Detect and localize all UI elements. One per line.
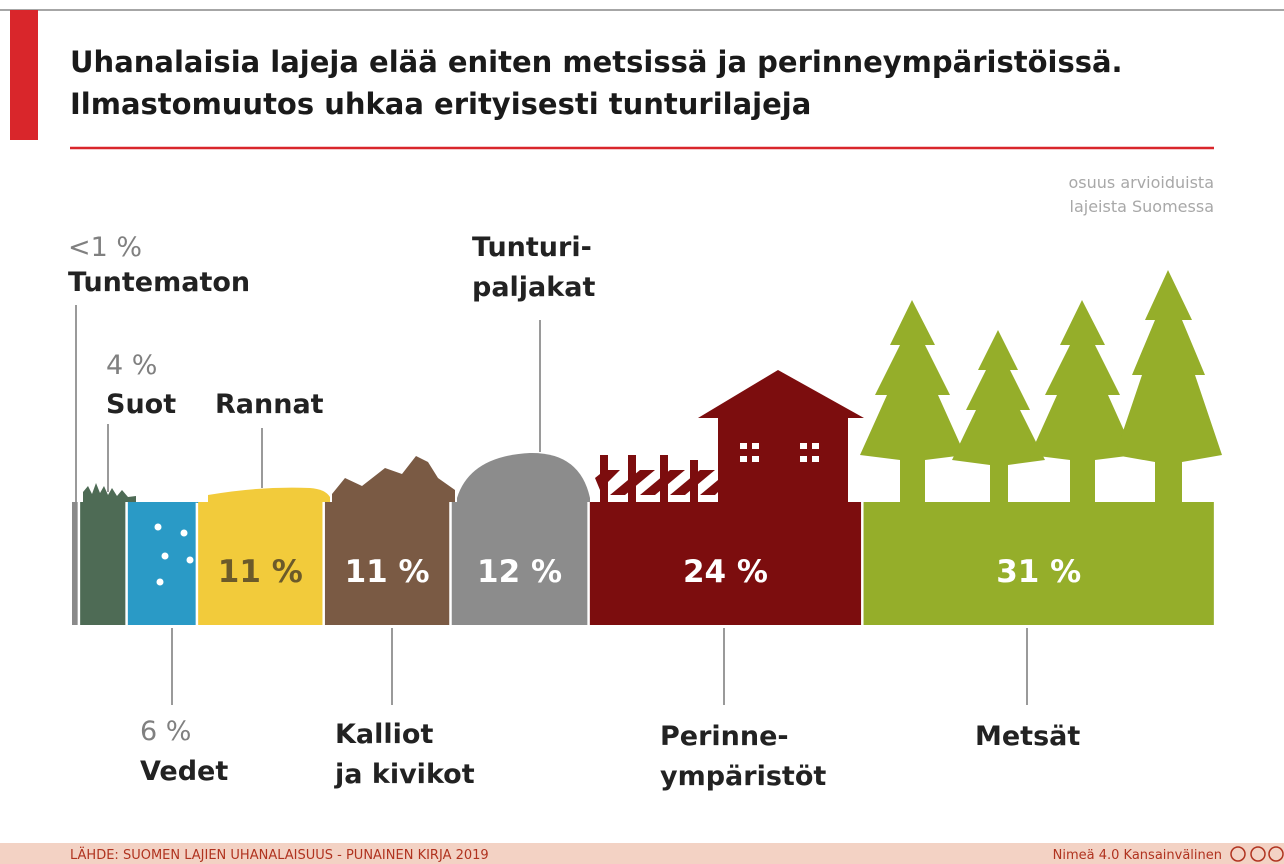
bar <box>451 502 588 625</box>
bar <box>198 502 323 625</box>
category-label: Suot <box>106 389 176 420</box>
value-label: 11 % <box>218 554 303 590</box>
value-label: 24 % <box>683 554 768 590</box>
bar <box>324 502 450 625</box>
value-label: 12 % <box>477 554 562 590</box>
water-dot <box>180 529 188 537</box>
value-label: <1 % <box>68 232 142 263</box>
value-label: 4 % <box>106 350 157 381</box>
note: osuus arvioiduista lajeista Suomessa <box>1068 173 1214 216</box>
water-dot <box>154 523 162 531</box>
bar <box>80 502 126 625</box>
license-icons <box>1230 846 1284 862</box>
category-label: Perinne-ympäristöt <box>660 721 826 792</box>
category-label: Rannat <box>215 389 324 420</box>
category-label: Kalliot ja kivikot <box>334 719 475 790</box>
value-label: 11 % <box>345 554 430 590</box>
bar <box>127 502 196 625</box>
footer-band <box>0 843 1284 864</box>
chart-title: Uhanalaisia lajeja elää eniten metsissä … <box>70 45 1123 121</box>
decorations <box>83 270 1222 508</box>
category-label: Tuntematon <box>68 267 250 298</box>
water-dot <box>156 578 164 586</box>
water-dot <box>161 552 169 560</box>
water-dot <box>186 556 194 564</box>
license: Nimeä 4.0 Kansainvälinen <box>1053 848 1222 863</box>
bar <box>72 502 78 625</box>
category-label: Tunturi-paljakat <box>472 232 595 303</box>
title-accent <box>10 10 38 140</box>
category-label: Metsät <box>975 721 1080 752</box>
bar <box>589 502 862 625</box>
category-label: Vedet <box>140 756 228 787</box>
value-label: 6 % <box>140 716 191 747</box>
value-label: 31 % <box>996 554 1081 590</box>
bar <box>863 502 1214 625</box>
source: LÄHDE: SUOMEN LAJIEN UHANALAISUUS - PUNA… <box>70 847 489 863</box>
